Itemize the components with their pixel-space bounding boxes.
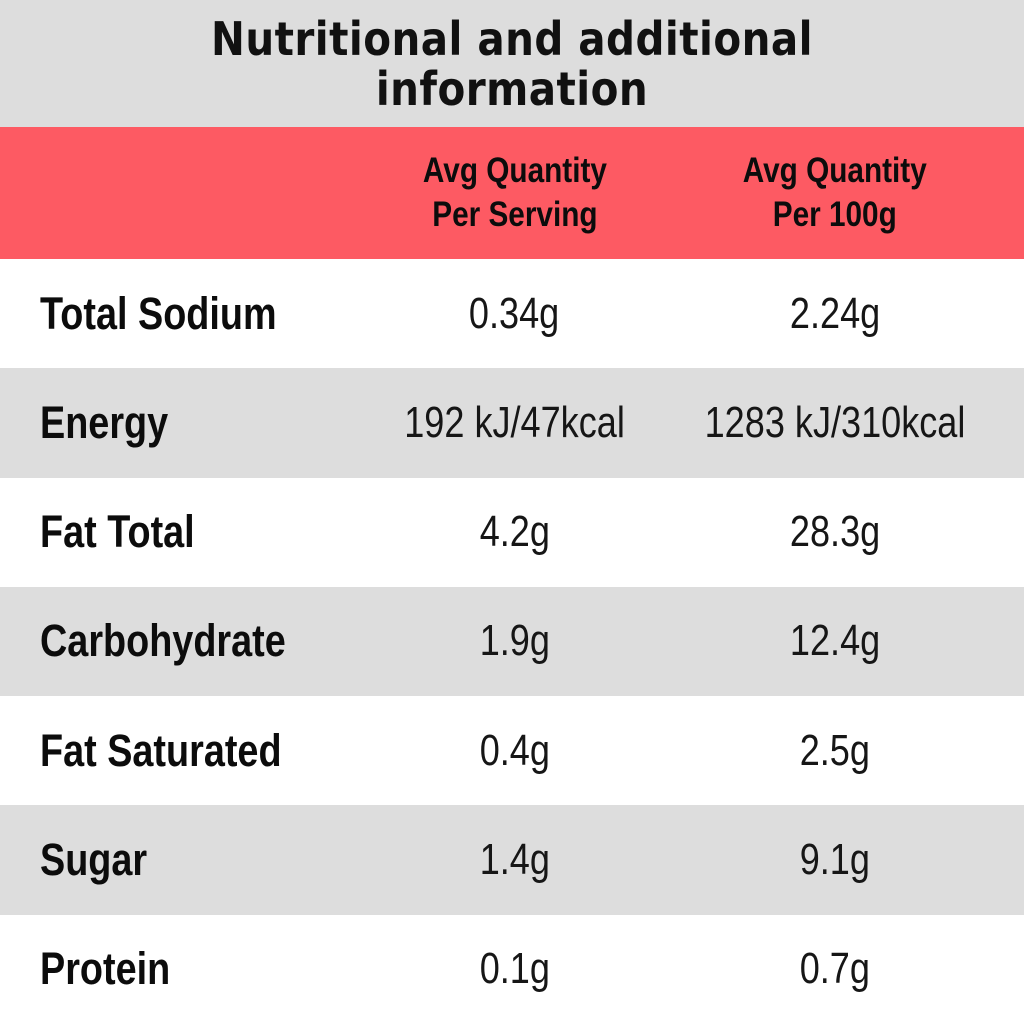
nutrient-label: Energy xyxy=(40,396,169,448)
nutrient-label: Carbohydrate xyxy=(40,615,286,667)
nutrient-label: Protein xyxy=(40,943,171,995)
per-100g-header-line-1: Avg Quantity xyxy=(743,151,928,190)
nutrient-label: Sugar xyxy=(40,834,148,886)
table-row-carbohydrate: Carbohydrate 1.9g 12.4g xyxy=(0,586,1024,697)
table-row-energy: Energy 192 kJ/47kcal 1283 kJ/310kcal xyxy=(0,368,1024,478)
per-100g-value: 2.24g xyxy=(790,288,881,338)
page-title-line-2: information xyxy=(375,61,649,116)
per-serving-header-line-1: Avg Quantity xyxy=(422,151,607,190)
table-body: Total Sodium 0.34g 2.24g Energy 192 kJ/4… xyxy=(0,259,1024,1024)
per-100g-value: 1283 kJ/310kcal xyxy=(704,397,966,447)
nutrient-label: Fat Total xyxy=(40,506,195,558)
per-serving-value: 192 kJ/47kcal xyxy=(404,397,625,447)
page-title-line-1: Nutritional and additional xyxy=(211,11,813,66)
table-row-total-sodium: Total Sodium 0.34g 2.24g xyxy=(0,259,1024,369)
table-header-row: Avg Quantity Per Serving Avg Quantity Pe… xyxy=(0,127,1024,259)
table-row-fat-total: Fat Total 4.2g 28.3g xyxy=(0,477,1024,587)
per-serving-value: 0.4g xyxy=(479,725,550,775)
nutrient-label: Total Sodium xyxy=(40,287,277,339)
table-row-fat-saturated: Fat Saturated 0.4g 2.5g xyxy=(0,696,1024,806)
title-band: Nutritional and additional information xyxy=(0,0,1024,127)
per-100g-header-line-2: Per 100g xyxy=(773,195,898,234)
per-serving-value: 0.1g xyxy=(479,944,550,994)
per-serving-value: 1.4g xyxy=(479,835,550,885)
per-serving-value: 0.34g xyxy=(469,288,560,338)
column-header-per-serving-text: Avg Quantity Per Serving xyxy=(391,149,639,237)
column-header-per-100g: Avg Quantity Per 100g xyxy=(660,149,1024,237)
per-100g-value: 28.3g xyxy=(790,507,881,557)
per-100g-value: 2.5g xyxy=(800,725,871,775)
per-100g-value: 12.4g xyxy=(790,616,881,666)
page-title: Nutritional and additional information xyxy=(211,14,813,114)
per-serving-header-line-2: Per Serving xyxy=(431,195,598,234)
per-serving-value: 4.2g xyxy=(479,507,550,557)
per-serving-value: 1.9g xyxy=(479,616,550,666)
per-100g-value: 9.1g xyxy=(800,835,871,885)
table-row-sugar: Sugar 1.4g 9.1g xyxy=(0,805,1024,915)
column-header-per-serving: Avg Quantity Per Serving xyxy=(369,149,661,237)
per-100g-value: 0.7g xyxy=(800,944,871,994)
table-row-protein: Protein 0.1g 0.7g xyxy=(0,914,1024,1024)
column-header-per-100g-text: Avg Quantity Per 100g xyxy=(687,149,984,237)
nutrient-label: Fat Saturated xyxy=(40,724,282,776)
